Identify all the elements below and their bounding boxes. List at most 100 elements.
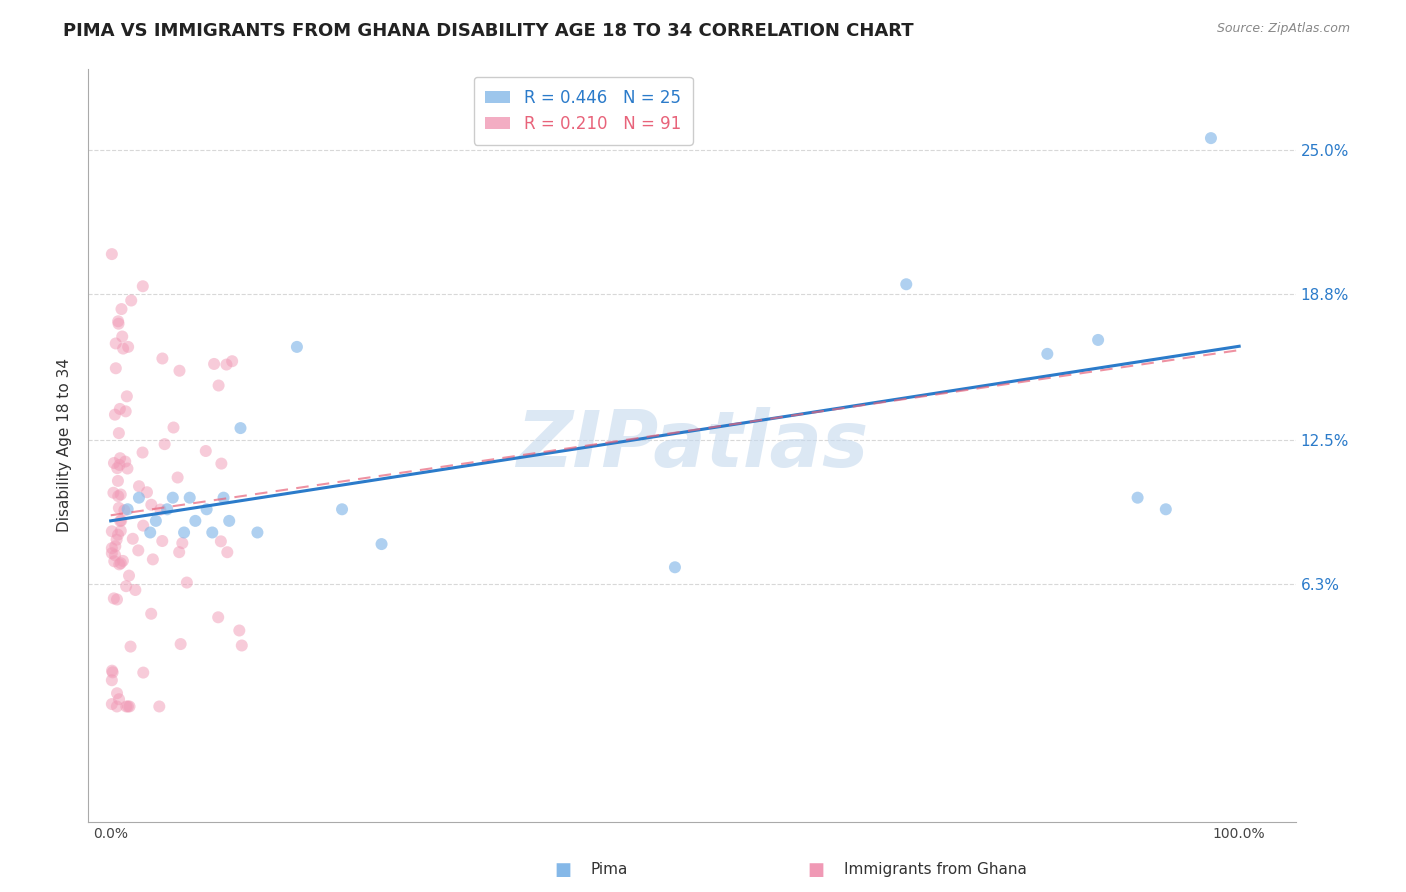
Point [115, 579, 138, 593]
Point [103, 554, 125, 568]
Point [1126, 491, 1149, 505]
Point [112, 342, 135, 356]
Point [104, 336, 127, 351]
Point [111, 554, 134, 568]
Point [166, 470, 188, 484]
Point [105, 592, 128, 607]
Point [101, 673, 124, 688]
Point [117, 340, 139, 354]
Text: Source: ZipAtlas.com: Source: ZipAtlas.com [1216, 22, 1350, 36]
Point [148, 699, 170, 714]
Point [162, 491, 184, 505]
Point [118, 699, 141, 714]
Point [184, 514, 207, 528]
Point [370, 537, 392, 551]
Point [115, 699, 138, 714]
Point [107, 317, 129, 331]
Point [108, 458, 131, 472]
Point [149, 502, 172, 516]
Point [101, 697, 124, 711]
Point [103, 591, 125, 606]
Text: Immigrants from Ghana: Immigrants from Ghana [844, 863, 1026, 877]
Point [101, 247, 124, 261]
Point [108, 558, 131, 572]
Point [103, 485, 125, 500]
Point [108, 514, 131, 528]
Point [132, 518, 155, 533]
Point [103, 456, 125, 470]
Point [218, 514, 240, 528]
Point [179, 491, 201, 505]
Point [114, 404, 136, 418]
Point [330, 502, 353, 516]
Point [167, 545, 190, 559]
Point [104, 408, 127, 422]
Point [132, 665, 155, 680]
Point [105, 699, 128, 714]
Point [104, 549, 127, 563]
Point [110, 556, 132, 570]
Point [169, 637, 191, 651]
Point [110, 524, 132, 538]
Point [114, 454, 136, 468]
Point [142, 552, 165, 566]
Text: PIMA VS IMMIGRANTS FROM GHANA DISABILITY AGE 18 TO 34 CORRELATION CHART: PIMA VS IMMIGRANTS FROM GHANA DISABILITY… [63, 22, 914, 40]
Point [162, 420, 184, 434]
Point [101, 541, 124, 556]
Point [201, 525, 224, 540]
Text: Pima: Pima [591, 863, 628, 877]
Point [108, 500, 131, 515]
Point [120, 293, 142, 308]
Point [285, 340, 308, 354]
Legend: R = 0.446   N = 25, R = 0.210   N = 91: R = 0.446 N = 25, R = 0.210 N = 91 [474, 77, 693, 145]
Point [104, 361, 127, 376]
Point [896, 277, 918, 292]
Point [207, 610, 229, 624]
Point [209, 534, 232, 549]
Point [108, 426, 131, 441]
Point [128, 491, 150, 505]
Point [110, 487, 132, 501]
Point [145, 514, 167, 528]
Point [108, 692, 131, 706]
Point [131, 445, 153, 459]
Point [101, 546, 124, 560]
Point [101, 665, 124, 680]
Point [105, 461, 128, 475]
Point [107, 314, 129, 328]
Point [117, 502, 139, 516]
Point [132, 279, 155, 293]
Point [101, 524, 124, 539]
Point [231, 639, 253, 653]
Point [1036, 347, 1059, 361]
Point [153, 437, 176, 451]
Point [105, 533, 128, 547]
Point [664, 560, 686, 574]
Point [112, 503, 135, 517]
Point [107, 489, 129, 503]
Point [209, 457, 232, 471]
Y-axis label: Disability Age 18 to 34: Disability Age 18 to 34 [58, 359, 72, 533]
Point [156, 502, 179, 516]
Point [110, 514, 132, 528]
Point [121, 532, 143, 546]
Point [117, 461, 139, 475]
Point [118, 568, 141, 582]
Point [1199, 131, 1222, 145]
Point [124, 582, 146, 597]
Point [107, 527, 129, 541]
Point [120, 640, 142, 654]
Point [1154, 502, 1177, 516]
Point [139, 525, 162, 540]
Point [229, 421, 252, 435]
Point [217, 545, 239, 559]
Point [108, 451, 131, 466]
Point [150, 534, 173, 549]
Point [176, 575, 198, 590]
Point [152, 351, 174, 366]
Point [104, 539, 127, 553]
Point [215, 358, 238, 372]
Point [246, 525, 269, 540]
Point [212, 491, 235, 505]
Point [117, 699, 139, 714]
